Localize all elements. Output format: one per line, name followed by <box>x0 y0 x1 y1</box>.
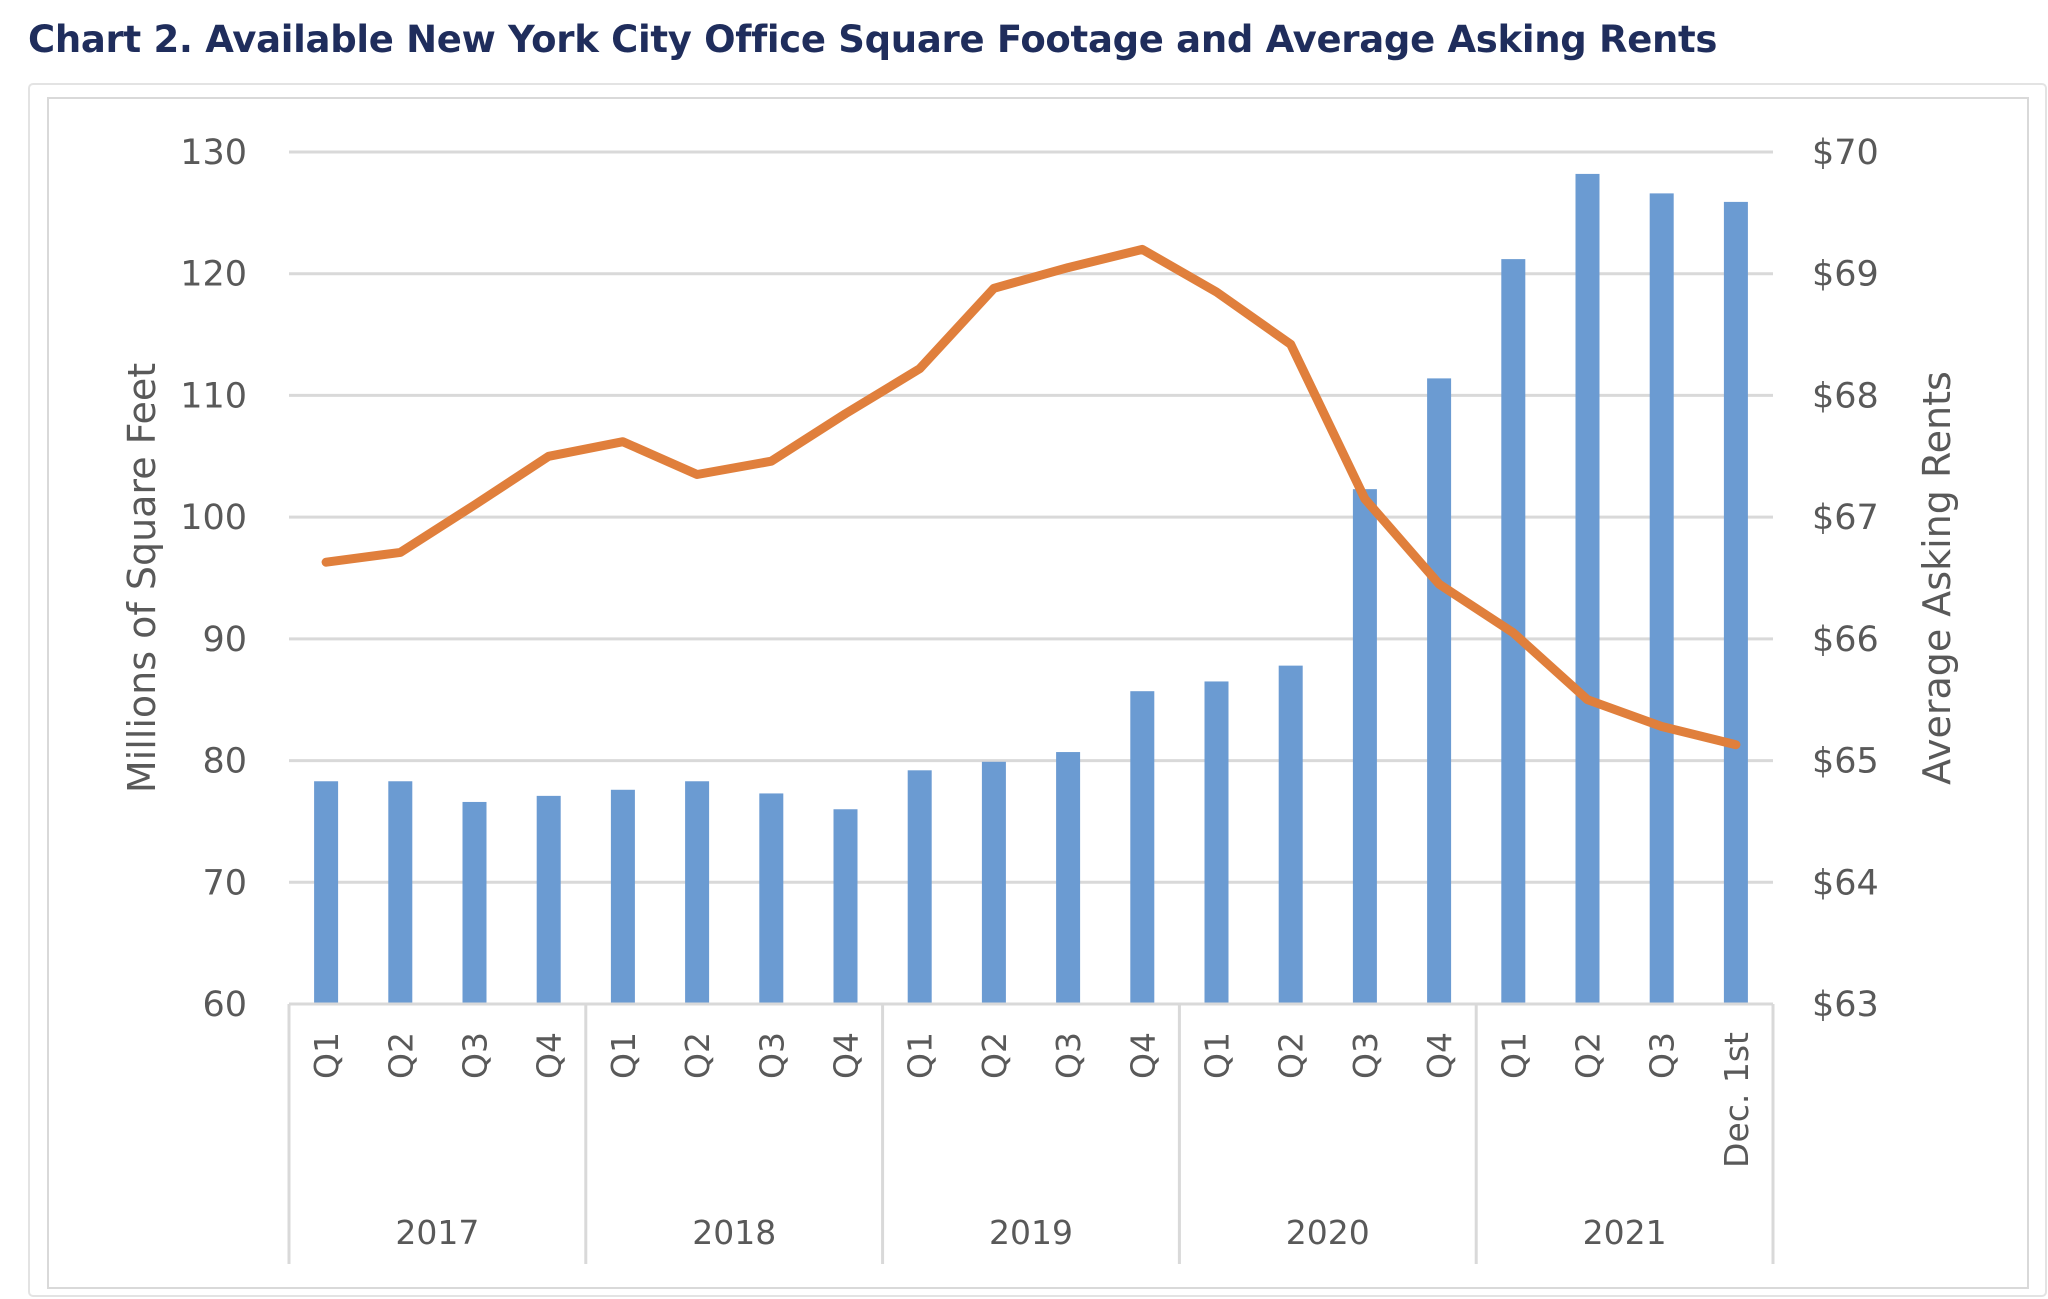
x-tick-label: Q3 <box>1346 1032 1385 1079</box>
bar <box>388 781 413 1004</box>
y-right-tick-label: $63 <box>1812 985 1879 1025</box>
bar <box>1723 201 1748 1005</box>
chart-frame <box>28 83 2047 1297</box>
gridlines <box>289 150 1773 884</box>
y-axis-left: 60 70 80 90 100 110 120 130 Millions of Square F… <box>120 133 247 1025</box>
bar <box>536 795 561 1004</box>
x-tick-label: Q1 <box>1494 1032 1533 1079</box>
y-right-tick-label: $70 <box>1812 133 1879 173</box>
x-tick-label: Q4 <box>1420 1032 1459 1079</box>
y-axis-right: $63 $64 $65 $66 $67 $68 $69 $70 Average Asking R… <box>1812 133 1959 1025</box>
y-right-tick-label: $67 <box>1812 498 1879 538</box>
x-tick-label: Q1 <box>1198 1032 1237 1079</box>
bar <box>981 761 1006 1004</box>
bar <box>610 789 635 1004</box>
bar <box>1427 378 1452 1005</box>
y-right-tick-label: $68 <box>1812 376 1879 416</box>
x-tick-label: Q4 <box>1123 1032 1162 1079</box>
plot-frame <box>47 97 2029 1289</box>
x-group-label: 2018 <box>692 1213 776 1252</box>
bar <box>685 781 710 1004</box>
x-tick-label: Q3 <box>1643 1032 1682 1079</box>
y-left-tick-label: 100 <box>180 498 247 538</box>
chart-title: Chart 2. Available New York City Office … <box>28 18 1718 61</box>
y-right-axis-title: Average Asking Rents <box>1915 371 1959 785</box>
bar <box>1278 665 1303 1004</box>
bar <box>314 781 339 1004</box>
x-tick-label: Q4 <box>827 1032 866 1079</box>
x-tick-label: Q3 <box>752 1032 791 1079</box>
x-tick-label: Q2 <box>1569 1032 1608 1079</box>
y-right-tick-label: $66 <box>1812 620 1879 660</box>
x-group-label: 2020 <box>1286 1213 1370 1252</box>
bar-series <box>314 173 1748 1005</box>
x-tick-label: Q3 <box>456 1032 495 1079</box>
y-left-tick-label: 60 <box>202 985 247 1025</box>
bar <box>907 770 932 1004</box>
x-tick-label: Q2 <box>678 1032 717 1079</box>
bar <box>1649 193 1674 1004</box>
y-left-tick-label: 80 <box>202 742 247 782</box>
bar <box>1056 752 1081 1004</box>
y-left-tick-label: 110 <box>180 376 247 416</box>
bar <box>759 793 784 1004</box>
y-left-axis-title: Millions of Square Feet <box>120 363 164 793</box>
y-right-tick-label: $64 <box>1812 863 1879 903</box>
bar <box>1130 691 1155 1004</box>
x-tick-label: Q1 <box>901 1032 940 1079</box>
x-group-label: 2021 <box>1583 1213 1667 1252</box>
line-series <box>321 244 1741 750</box>
x-axis: Q1 Q2 Q3 Q4 Q1 Q2 Q3 Q4 Q1 Q2 Q3 Q4 Q1 Q2 Q3 Q4 Q1 Q2 Q3 De… <box>287 1002 1775 1264</box>
y-left-tick-label: 70 <box>202 863 247 903</box>
bar <box>1204 681 1229 1004</box>
bar <box>1352 489 1377 1004</box>
x-tick-label: Q4 <box>530 1032 569 1079</box>
x-tick-label: Dec. 1st <box>1717 1032 1756 1168</box>
x-group-label: 2019 <box>989 1213 1073 1252</box>
y-left-tick-label: 90 <box>202 620 247 660</box>
x-tick-label: Q1 <box>307 1032 346 1079</box>
y-right-tick-label: $69 <box>1812 255 1879 295</box>
y-left-tick-label: 130 <box>180 133 247 173</box>
x-tick-label: Q2 <box>975 1032 1014 1079</box>
y-right-tick-label: $65 <box>1812 742 1879 782</box>
x-tick-label: Q1 <box>604 1032 643 1079</box>
rent-line <box>321 244 1741 750</box>
x-group-label: 2017 <box>395 1213 479 1252</box>
bar <box>462 801 487 1004</box>
y-left-tick-label: 120 <box>180 255 247 295</box>
x-tick-label: Q2 <box>1272 1032 1311 1079</box>
bar <box>833 809 858 1004</box>
x-tick-label: Q2 <box>381 1032 420 1079</box>
x-tick-label: Q3 <box>1049 1032 1088 1079</box>
bar <box>1575 173 1600 1004</box>
